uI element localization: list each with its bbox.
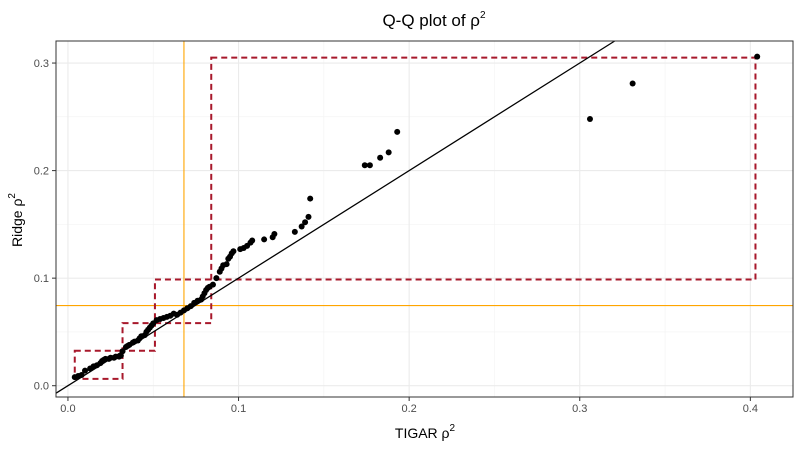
x-tick-label: 0.1 bbox=[231, 403, 246, 415]
reference-line bbox=[55, 40, 616, 394]
data-point bbox=[361, 162, 368, 169]
data-point bbox=[754, 53, 761, 60]
data-points bbox=[71, 53, 761, 381]
x-tick-label: 0.0 bbox=[60, 403, 75, 415]
partition-boxes bbox=[73, 56, 757, 380]
data-point bbox=[78, 371, 85, 378]
partition-box bbox=[73, 349, 124, 380]
chart-title: Q-Q plot of ρ2 bbox=[382, 10, 486, 30]
data-point bbox=[629, 80, 636, 87]
y-tick-label: 0.0 bbox=[34, 381, 49, 393]
y-tick-label: 0.2 bbox=[34, 166, 49, 178]
data-point bbox=[230, 248, 237, 255]
y-tick-label: 0.1 bbox=[34, 273, 49, 285]
y-axis-title: Ridge ρ2 bbox=[7, 193, 25, 247]
data-point bbox=[271, 231, 278, 238]
data-point bbox=[298, 223, 305, 230]
data-point bbox=[366, 162, 373, 169]
data-point bbox=[119, 348, 126, 355]
data-point bbox=[249, 237, 256, 244]
data-point bbox=[305, 213, 312, 220]
y-axis: 0.0 0.1 0.2 0.3 bbox=[34, 58, 56, 393]
data-point bbox=[394, 128, 401, 135]
data-point bbox=[82, 367, 89, 374]
minor-gridlines bbox=[56, 41, 793, 397]
major-gridlines bbox=[56, 41, 793, 397]
data-point bbox=[307, 195, 314, 202]
x-axis: 0.0 0.1 0.2 0.3 0.4 bbox=[60, 397, 758, 415]
partition-box bbox=[210, 56, 757, 281]
panel-border bbox=[55, 40, 794, 398]
threshold-lines bbox=[56, 41, 793, 397]
x-axis-title: TIGAR ρ2 bbox=[395, 423, 456, 441]
data-point bbox=[586, 115, 593, 122]
x-tick-label: 0.3 bbox=[572, 403, 587, 415]
data-point bbox=[213, 275, 220, 282]
data-point bbox=[291, 228, 298, 235]
reference-line-group bbox=[55, 40, 616, 394]
data-point bbox=[261, 236, 268, 243]
data-point bbox=[385, 149, 392, 156]
x-tick-label: 0.4 bbox=[743, 403, 758, 415]
x-tick-label: 0.2 bbox=[401, 403, 416, 415]
y-tick-label: 0.3 bbox=[34, 58, 49, 70]
plot-panel bbox=[56, 41, 793, 397]
data-point bbox=[223, 261, 230, 268]
data-point bbox=[209, 281, 216, 288]
data-point bbox=[302, 219, 309, 226]
data-point bbox=[377, 154, 384, 161]
